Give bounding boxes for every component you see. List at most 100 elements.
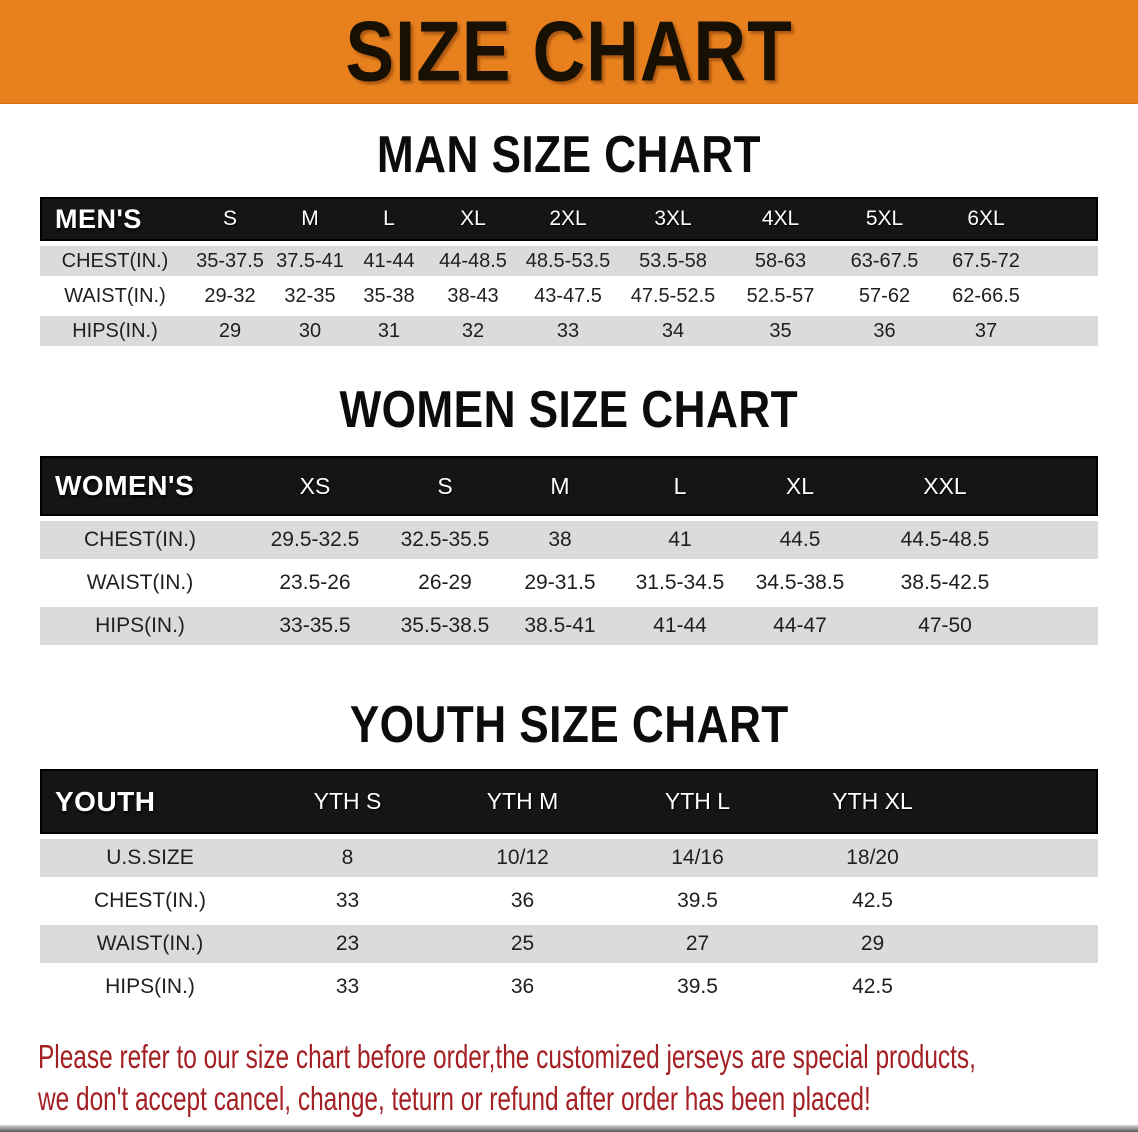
men-heading-text: MAN SIZE CHART [376, 126, 762, 184]
table-row: WAIST(IN.) 23.5-26 26-29 29-31.5 31.5-34.5 34… [40, 564, 1098, 602]
value-cell: 32 [461, 319, 485, 342]
size-column-header: XL [460, 207, 486, 230]
table-row: CHEST(IN.) 35-37.5 37.5-41 41-44 44-48.5 48.5… [40, 246, 1098, 276]
table-header-row: WOMEN'S XS S M L XL XXL [40, 456, 1098, 516]
size-column-header: 2XL [549, 207, 587, 230]
row-label: HIPS(IN.) [105, 975, 195, 998]
value-cell: 14/16 [671, 846, 724, 869]
size-column-header: S [437, 472, 453, 499]
women-size-table: WOMEN'S XS S M L XL XXL CHEST(IN.) 29.5-32.5 32.5… [40, 456, 1098, 645]
value-cell: 52.5-57 [746, 284, 815, 307]
value-cell: 27 [685, 932, 710, 955]
row-label: WAIST(IN.) [64, 284, 166, 307]
value-cell: 10/12 [496, 846, 549, 869]
value-cell: 23.5-26 [279, 571, 351, 594]
value-cell: 29-31.5 [524, 571, 596, 594]
size-column-header: XS [299, 472, 331, 499]
value-cell: 33 [335, 889, 360, 912]
value-cell: 30 [298, 319, 322, 342]
size-column-header: L [383, 207, 395, 230]
value-cell: 47-50 [918, 614, 972, 637]
value-cell: 47.5-52.5 [630, 284, 716, 307]
table-title: WOMEN'S [55, 470, 195, 501]
value-cell: 31.5-34.5 [635, 571, 725, 594]
size-column-header: YTH S [313, 788, 382, 814]
value-cell: 63-67.5 [850, 249, 919, 272]
youth-heading-text: YOUTH SIZE CHART [349, 696, 789, 754]
size-column-header: YTH M [486, 788, 559, 814]
page-title: SIZE CHART [345, 3, 793, 99]
men-size-table: MEN'S S M L XL 2XL 3XL 4XL 5XL 6XL CHEST(IN.) 35-37… [40, 197, 1098, 346]
size-column-header: 3XL [654, 207, 692, 230]
value-cell: 34.5-38.5 [755, 571, 845, 594]
size-column-header: XL [785, 472, 815, 499]
women-heading-text: WOMEN SIZE CHART [339, 381, 799, 439]
value-cell: 33 [556, 319, 580, 342]
value-cell: 29.5-32.5 [270, 528, 360, 551]
row-label: HIPS(IN.) [95, 614, 185, 637]
table-row: HIPS(IN.) 33 36 39.5 42.5 [40, 968, 1098, 1006]
size-column-header: 4XL [761, 207, 800, 230]
youth-section-heading: YOUTH SIZE CHART [0, 699, 1138, 751]
value-cell: 57-62 [858, 284, 911, 307]
value-cell: 33 [335, 975, 360, 998]
value-cell: 44-47 [773, 614, 827, 637]
table-row: WAIST(IN.) 23 25 27 29 [40, 925, 1098, 963]
value-cell: 23 [335, 932, 360, 955]
section-youth: YOUTH SIZE CHART YOUTH YTH S YTH M YTH L YTH… [0, 699, 1138, 1006]
value-cell: 32-35 [284, 284, 336, 307]
value-cell: 41-44 [653, 614, 707, 637]
value-cell: 26-29 [418, 571, 472, 594]
disclaimer-line-2: we don't accept cancel, change, teturn o… [38, 1080, 871, 1117]
value-cell: 37.5-41 [276, 249, 344, 272]
value-cell: 36 [873, 319, 896, 342]
value-cell: 38-43 [447, 284, 499, 307]
size-column-header: M [550, 472, 570, 499]
size-column-header: L [673, 472, 687, 499]
value-cell: 38 [548, 528, 572, 551]
value-cell: 58-63 [754, 249, 807, 272]
value-cell: 41-44 [363, 249, 415, 272]
value-cell: 29-32 [204, 284, 256, 307]
value-cell: 35.5-38.5 [400, 614, 490, 637]
value-cell: 36 [510, 889, 535, 912]
value-cell: 35-37.5 [196, 249, 264, 272]
value-cell: 37 [974, 319, 998, 342]
value-cell: 44.5 [779, 528, 821, 551]
section-women: WOMEN SIZE CHART WOMEN'S XS S M L XL XXL CHEST(… [0, 384, 1138, 645]
value-cell: 29 [860, 932, 885, 955]
value-cell: 29 [218, 319, 242, 342]
table-header-row: MEN'S S M L XL 2XL 3XL 4XL 5XL 6XL [40, 197, 1098, 241]
row-label: U.S.SIZE [106, 846, 194, 869]
youth-size-table: YOUTH YTH S YTH M YTH L YTH XL U.S.SIZE 8 10/12… [40, 769, 1098, 1006]
value-cell: 39.5 [677, 975, 718, 998]
row-label: CHEST(IN.) [84, 528, 196, 551]
value-cell: 35 [769, 319, 792, 342]
value-cell: 43-47.5 [534, 284, 602, 307]
value-cell: 35-38 [363, 284, 415, 307]
value-cell: 41 [668, 528, 692, 551]
value-cell: 34 [661, 319, 685, 342]
size-column-header: S [222, 207, 237, 230]
table-row: HIPS(IN.) 29 30 31 32 33 34 35 36 37 [40, 316, 1098, 346]
disclaimer: Please refer to our size chart before or… [38, 1036, 1138, 1120]
bottom-edge-strip [0, 1125, 1138, 1132]
value-cell: 32.5-35.5 [400, 528, 490, 551]
value-cell: 36 [510, 975, 535, 998]
size-column-header: M [301, 207, 319, 230]
size-column-header: XXL [923, 472, 967, 499]
disclaimer-line-1: Please refer to our size chart before or… [38, 1038, 976, 1075]
value-cell: 42.5 [852, 889, 893, 912]
women-section-heading: WOMEN SIZE CHART [0, 384, 1138, 436]
table-title: YOUTH [55, 785, 156, 817]
size-column-header: 6XL [967, 207, 1005, 230]
value-cell: 44-48.5 [439, 249, 507, 272]
section-men: MAN SIZE CHART MEN'S S M L XL 2XL 3XL 4XL 5XL 6XL… [0, 129, 1138, 346]
value-cell: 18/20 [846, 846, 899, 869]
row-label: HIPS(IN.) [72, 319, 158, 342]
table-row: HIPS(IN.) 33-35.5 35.5-38.5 38.5-41 41-44 44-… [40, 607, 1098, 645]
value-cell: 53.5-58 [639, 249, 707, 272]
size-column-header: YTH L [664, 788, 731, 814]
value-cell: 31 [377, 319, 401, 342]
